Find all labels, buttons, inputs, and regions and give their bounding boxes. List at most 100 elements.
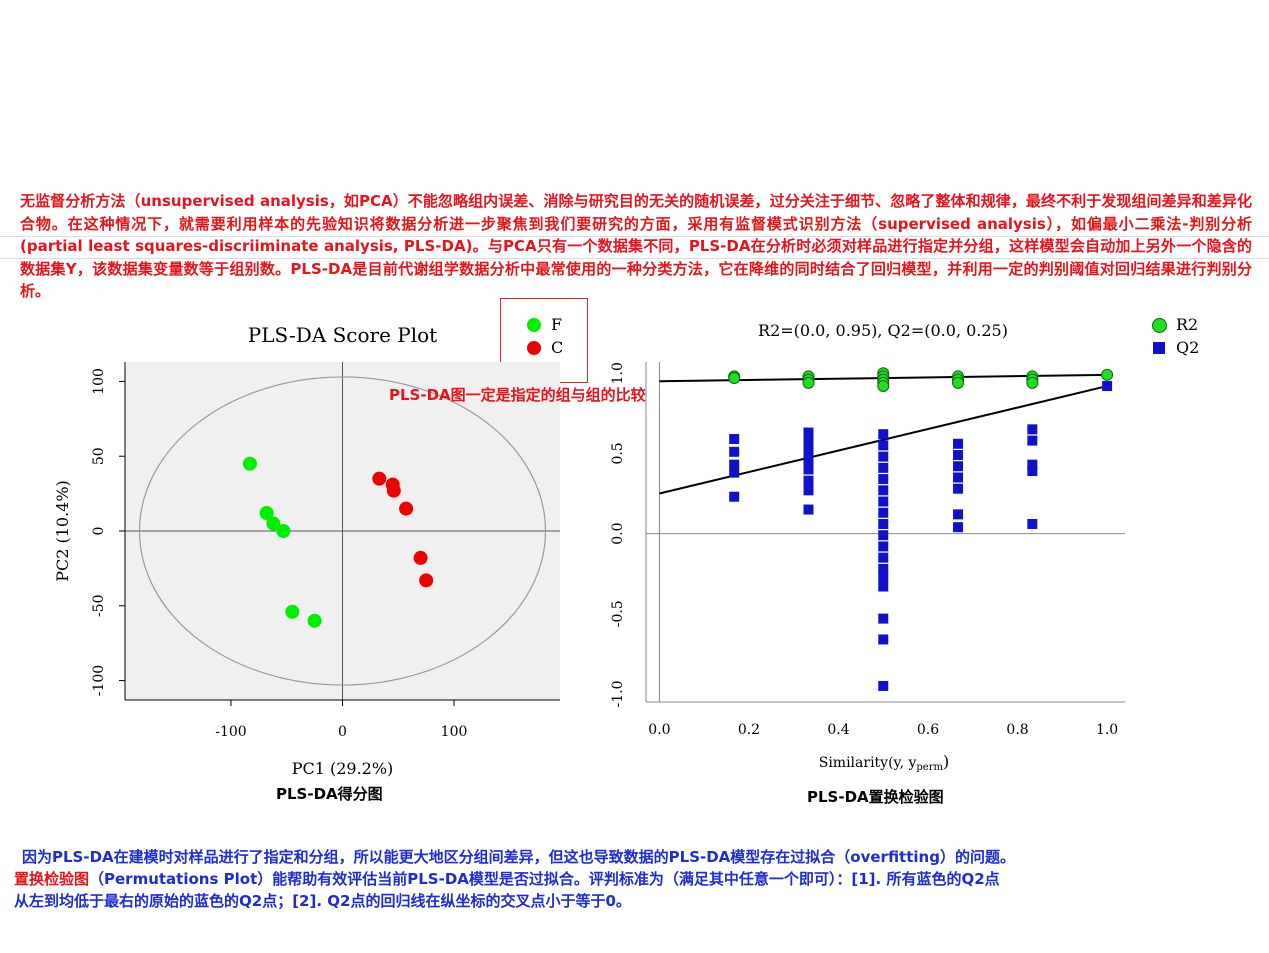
point-Q2: [729, 433, 740, 444]
point-Q2: [1027, 466, 1038, 477]
x-tick-label: 100: [441, 724, 468, 740]
y-tick-label: 0: [91, 527, 107, 536]
point-Q2: [953, 509, 964, 520]
y-tick-label: -0.5: [610, 600, 626, 627]
x-axis-title: Similarity(y, yperm): [819, 752, 950, 773]
permutation-plot: R2=(0.0, 0.95), Q2=(0.0, 0.25) 0.0 0.2 0.4 0…: [610, 321, 1125, 773]
rule-line: [0, 236, 1269, 237]
y-tick-label: 0.0: [610, 522, 626, 544]
point-Q2: [803, 445, 814, 456]
point-Q2: [878, 530, 889, 541]
point-Q2: [878, 429, 889, 440]
permutation-plot-term: 置换检验图: [14, 870, 90, 888]
point-Q2: [1027, 424, 1038, 435]
point-Q2: [1102, 381, 1113, 392]
point-R2: [802, 376, 815, 389]
x-tick-label: 0.2: [738, 722, 760, 738]
x-tick-label: -100: [215, 724, 246, 740]
point-Q2: [878, 634, 889, 645]
point-Q2: [953, 483, 964, 494]
point-Q2: [1027, 435, 1038, 446]
intro-paragraph: 无监督分析方法（unsupervised analysis，如PCA）不能忽略组…: [20, 192, 1252, 300]
bottom-paragraph: 因为PLS-DA在建模时对样品进行了指定和分组，所以能更大地区分组间差异，但这也…: [14, 846, 1254, 912]
point-C: [386, 483, 401, 498]
y-tick-label: -100: [91, 665, 107, 696]
legend-marker-Q2: [1153, 342, 1165, 354]
point-Q2: [878, 440, 889, 451]
point-R2: [728, 372, 741, 385]
point-Q2: [1027, 518, 1038, 529]
point-Q2: [729, 467, 740, 478]
rule-line: [0, 258, 1269, 259]
point-Q2: [878, 571, 889, 582]
legend-label-C: C: [551, 338, 564, 357]
point-Q2: [878, 613, 889, 624]
point-Q2: [878, 451, 889, 462]
point-Q2: [878, 552, 889, 563]
legend-label-Q2: Q2: [1176, 338, 1200, 357]
x-tick-label: 0.4: [827, 722, 849, 738]
x-tick-label: 0.6: [917, 722, 939, 738]
y-tick-label: 0.5: [610, 442, 626, 464]
point-F: [285, 604, 300, 619]
rq-legend: R2 Q2: [1152, 315, 1262, 365]
confidence-ellipse: [138, 376, 547, 686]
bottom-line-1: 因为PLS-DA在建模时对样品进行了指定和分组，所以能更大地区分组间差异，但这也…: [22, 848, 1015, 866]
point-R2: [952, 376, 965, 389]
y-axis-title: PC2 (10.4%): [53, 480, 72, 582]
point-Q2: [803, 464, 814, 475]
point-Q2: [878, 541, 889, 552]
legend-label-F: F: [551, 315, 563, 334]
point-Q2: [729, 459, 740, 470]
point-Q2: [729, 446, 740, 457]
point-Q2: [803, 427, 814, 438]
legend-label-R2: R2: [1176, 315, 1199, 334]
point-Q2: [729, 491, 740, 502]
point-Q2: [803, 454, 814, 465]
x-tick-label: 0: [338, 724, 347, 740]
point-Q2: [878, 507, 889, 518]
y-tick-label: 100: [91, 368, 107, 395]
point-Q2: [878, 581, 889, 592]
point-Q2: [878, 563, 889, 574]
point-F: [276, 524, 291, 538]
bottom-line-2: 置换检验图（Permutations Plot）能帮助有效评估当前PLS-DA模…: [14, 868, 1254, 890]
x-tick-label: 1.0: [1096, 722, 1118, 738]
y-tick-label: -1.0: [610, 680, 626, 707]
point-Q2: [803, 504, 814, 515]
point-Q2: [953, 522, 964, 533]
comparison-annotation: PLS-DA图一定是指定的组与组的比较: [389, 386, 646, 404]
point-F: [259, 506, 274, 521]
point-Q2: [878, 496, 889, 507]
permutation-plot-caption: PLS-DA置换检验图: [807, 788, 944, 806]
y-tick-label: 1.0: [610, 362, 626, 384]
point-Q2: [878, 474, 889, 485]
chart-title: R2=(0.0, 0.95), Q2=(0.0, 0.25): [758, 321, 1008, 340]
point-Q2: [953, 472, 964, 483]
point-Q2: [953, 450, 964, 461]
point-Q2: [878, 518, 889, 529]
score-plot-caption: PLS-DA得分图: [276, 785, 383, 803]
point-C: [419, 573, 434, 588]
point-F: [242, 456, 257, 471]
x-tick-label: 0.8: [1006, 722, 1028, 738]
point-Q2: [878, 485, 889, 496]
legend-marker-F: [527, 318, 541, 332]
bottom-line-3: 从左到均低于最右的原始的蓝色的Q2点；[2]. Q2点的回归线在纵坐标的交叉点小…: [14, 892, 631, 910]
point-C: [399, 501, 414, 516]
legend-marker-C: [527, 341, 541, 355]
point-F: [307, 613, 322, 628]
point-C: [413, 550, 428, 565]
point-Q2: [953, 438, 964, 449]
chart-title: PLS-DA Score Plot: [248, 323, 437, 347]
score-plot: PLS-DA Score Plot -100 0 100 100 50 0 -50 -100 PC…: [53, 323, 560, 778]
x-tick-label: 0.0: [648, 722, 670, 738]
y-tick-label: -50: [91, 595, 107, 618]
point-Q2: [803, 435, 814, 446]
point-F: [266, 516, 281, 531]
point-Q2: [953, 461, 964, 472]
bottom-line-2-rest: （Permutations Plot）能帮助有效评估当前PLS-DA模型是否过拟…: [89, 870, 1000, 888]
legend-marker-R2: [1152, 318, 1167, 333]
point-Q2: [803, 475, 814, 486]
